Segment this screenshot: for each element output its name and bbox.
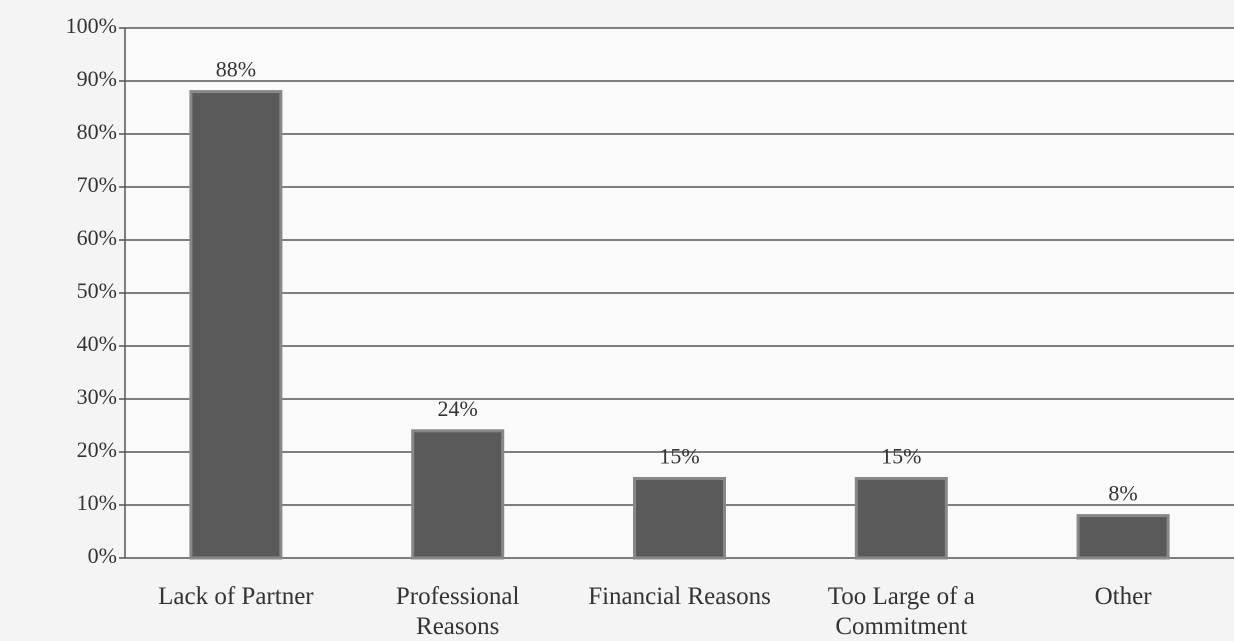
y-tick-label: 50% [77,278,117,303]
y-tick-label: 100% [66,13,117,38]
data-label: 15% [659,444,699,469]
data-label: 8% [1108,481,1137,506]
data-label: 24% [438,396,478,421]
x-tick-label: Other [1094,583,1152,610]
bar [411,429,505,560]
x-tick-label: Too Large of a Commitment [827,583,975,640]
y-tick-label: 40% [77,331,117,356]
bar [1076,514,1170,560]
y-tick-label: 30% [77,384,117,409]
data-label: 88% [216,57,256,82]
y-tick-label: 80% [77,119,117,144]
bar [854,477,948,560]
y-tick-label: 70% [77,172,117,197]
y-tick-label: 90% [77,66,117,91]
x-tick-label: Professional Reasons [395,583,520,640]
bar [189,90,283,560]
x-tick-label: Financial Reasons [588,583,771,610]
y-tick-label: 60% [77,225,117,250]
data-label: 15% [881,444,921,469]
y-tick-label: 20% [77,437,117,462]
y-tick-label: 10% [77,490,117,515]
x-tick-label: Lack of Partner [158,583,314,610]
y-tick-label: 0% [88,543,117,568]
bar [633,477,726,560]
